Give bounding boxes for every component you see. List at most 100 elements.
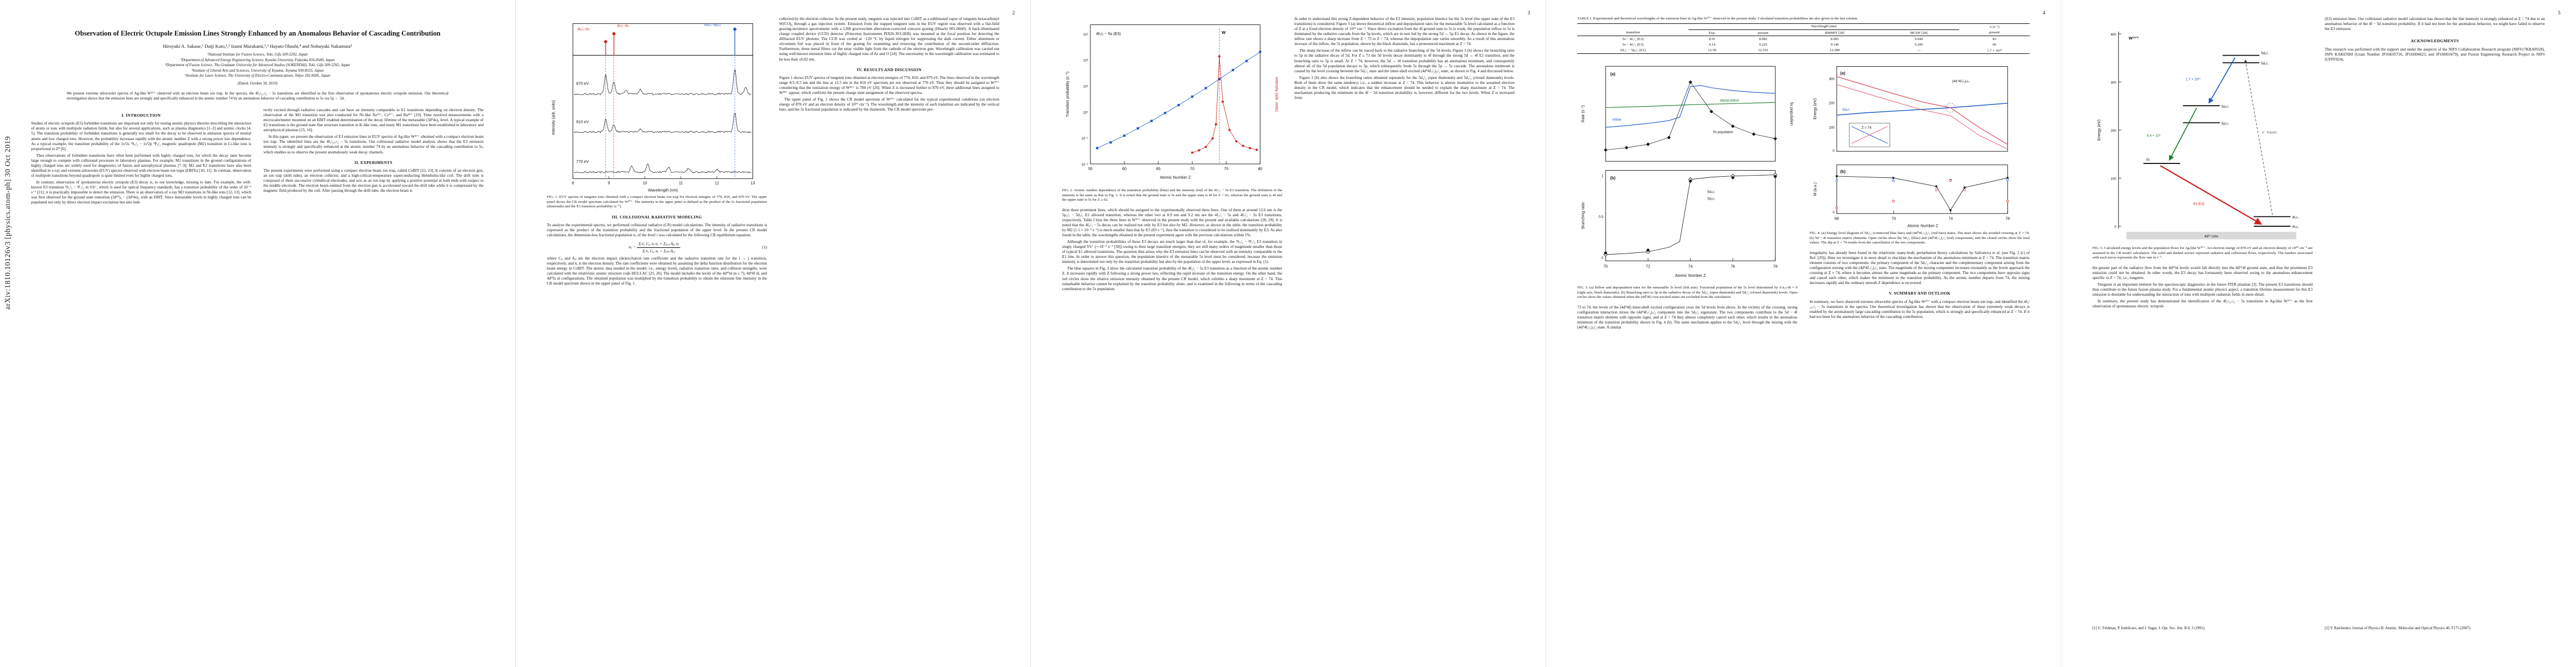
reference-item: [1] U. Feldman, P. Indelicato, and J. Su… <box>2092 626 2206 631</box>
cell: 8.982 <box>1758 37 1767 41</box>
fig2-intensity-points <box>1191 55 1258 154</box>
eq1-fraction: Σᵢ≠ᵤ Cᵢᵤ nᵢ nₑ + Σⱼ₍ₑ₎ Aⱼᵤ nⱼ Σᵢ≠ᵤ Cᵤᵢ n… <box>636 241 681 253</box>
paragraph: irregularity has already been found in t… <box>1810 250 2030 286</box>
page-5: 5 W⁴⁷⁺ <box>2061 0 2576 667</box>
affiliation-3: ³Department of Fusion Science, The Gradu… <box>165 63 350 68</box>
page-number: 2 <box>1012 10 1015 16</box>
fig4-ytick: 0 <box>1832 149 1835 153</box>
fig2-xtick: 60 <box>1122 167 1127 171</box>
affiliation-5: ⁵Institute for Laser Science, The Univer… <box>185 74 331 78</box>
fig5-ytick: 200 <box>2111 129 2117 133</box>
fig4-xtick: 66 <box>1835 216 1839 221</box>
affiliation-4: ⁴Institute of Liberal Arts and Sciences,… <box>191 68 324 73</box>
fig3-x-axis: 70 72 74 76 78 <box>1603 258 1777 269</box>
fig1-label-4f52-5s: 4f₅/₂−5s <box>577 28 590 32</box>
references-right: [2] Y. Ralchenko, Journal of Physics B: … <box>2325 626 2545 633</box>
paper-title: Observation of Electric Octupole Emissio… <box>74 29 441 37</box>
section-introduction: I. INTRODUCTION <box>121 113 161 118</box>
fig3-inflow-curve <box>1605 85 1776 128</box>
fig5-5p-5s-rate: 6.4 × 10⁹ <box>2147 134 2161 138</box>
cell: 9.225 <box>1758 42 1767 47</box>
paragraph: Figure 3 (b) also shows the branching ra… <box>1294 75 1514 100</box>
fig1-euv-spectra-plot: 4f₅/₂−5s 4f₇/₂−5s 5d₅/₂−5p₃/₂ <box>551 23 755 192</box>
cell: 1.7 × 10¹⁰ <box>1959 47 2030 54</box>
fig1-xtick: 9 <box>608 181 610 186</box>
fig2-y-label-right: Intensity (arb. units) <box>1274 77 1279 112</box>
paragraph: where Cᵢⱼ and Aᵢⱼ are the electron impac… <box>547 256 767 286</box>
paragraph: (E3) emission lines. Our collisional rad… <box>2325 17 2545 32</box>
fig3-5d52-label: 5d₅/₂ <box>1707 190 1715 194</box>
fig3-xtick: 70 <box>1603 265 1608 269</box>
p5-column-right: (E3) emission lines. Our collisional rad… <box>2325 17 2545 633</box>
page-number: 4 <box>2042 10 2046 16</box>
fig5-level-5d32: 5d₃/₂ <box>2261 62 2269 66</box>
reference-item: [2] Y. Ralchenko, Journal of Physics B: … <box>2325 626 2472 631</box>
fig4-xtick: 78 <box>2005 216 2010 221</box>
page-3: 3 W 4f₅/₂ − 5s (E3) 10³ <box>1030 0 1546 667</box>
paragraph: This research was performed with the sup… <box>2325 47 2545 62</box>
figure-1: 4f₅/₂−5s 4f₇/₂−5s 5d₅/₂−5p₃/₂ <box>547 17 767 193</box>
fig1-energy-label-770: 770 eV <box>576 160 589 164</box>
cell: 5d₅/₂ − 5p₃/₂ (E1) <box>1577 47 1689 54</box>
fig1-x-axis: 8 9 10 11 12 13 <box>572 176 755 186</box>
abstract: We present extreme ultraviolet spectra o… <box>67 91 449 101</box>
p1-column-right: rectly excited through radiative cascade… <box>263 108 484 207</box>
fig5-ion-label: W⁴⁷⁺ <box>2129 36 2139 41</box>
fig4-caption: FIG. 4. (a) Energy level diagram of 5d₅/… <box>1810 231 2030 245</box>
fig1-xtick: 11 <box>679 181 682 186</box>
fig4-xtick: 74 <box>1949 216 1953 221</box>
section-summary: V. SUMMARY AND OUTLOOK <box>1889 291 1951 296</box>
table1-caption: TABLE I. Experimental and theoretical wa… <box>1577 17 1858 21</box>
fig4-sum-points <box>1836 175 2009 211</box>
fig3-caption: FIG. 3. (a) Inflow and depopulation rate… <box>1577 286 1797 300</box>
cell: 9.14 <box>1708 42 1716 47</box>
table-row: 5s − 4f₅/₂ (E3) 8.91 8.982 8.905 9.040 8… <box>1577 36 2030 42</box>
fig2-xtick: 80 <box>1258 167 1262 171</box>
fig3-y-label-b: Branching ratio <box>1581 202 1585 229</box>
fig4-level-crossing-plot: (a) (b) Z = 74 5d₅/₂ <box>1813 66 2010 228</box>
cell: 96 <box>1992 42 1996 47</box>
references-left: [1] U. Feldman, P. Indelicato, and J. Su… <box>2092 626 2313 633</box>
fig4-b-ytick: 0 <box>1832 211 1835 215</box>
fig3-depopulation-label: depopulation <box>1720 98 1740 102</box>
fig5-core-band <box>2126 232 2296 240</box>
table1-group-a: A (s⁻¹) <box>1959 23 2030 30</box>
fig4-5d-label: 5d₅/₂ <box>1842 108 1850 112</box>
cell: 12.50 <box>1688 47 1736 54</box>
fig5-5p-5s-arrow <box>2169 107 2198 161</box>
section-cr-modeling: III. COLLISIONAL RADIATIVE MODELING <box>612 214 702 220</box>
table1-header-rmbpt: RMBPT [29] <box>1791 29 1879 37</box>
fig3-ytick: 0.5 <box>1598 215 1603 219</box>
arxiv-stamp: arXiv:1810.10126v3 [physics.atom-ph] 30 … <box>3 136 12 310</box>
fig2-probability-line <box>1097 52 1260 148</box>
fig3-b-y-ticks: 1 0.5 0 <box>1598 175 1603 261</box>
fig4-sum-line <box>1836 176 2008 211</box>
fig1-xtick: 12 <box>715 181 719 186</box>
fig2-xtick: 75 <box>1224 167 1228 171</box>
fig3-xtick: 76 <box>1731 265 1735 269</box>
cell: 5s − 4f₅/₂ (E3) <box>1622 37 1644 41</box>
paragraph: In contrast, observation of spontaneous … <box>31 180 251 205</box>
table1-header-present: present <box>1735 29 1791 37</box>
table1-group-wavelength: Wavelength (nm) <box>1688 23 1959 31</box>
fig2-y-label-left: Transition probability (s⁻¹) <box>1065 72 1070 117</box>
fig5-e3-rate: 83 (E3) <box>2193 202 2204 206</box>
fig5-level-4f72: 4f₇/₂ <box>2292 216 2299 220</box>
fig1-model-stems <box>604 27 737 56</box>
fig1-spectrum-770ev <box>574 163 752 173</box>
page-2: 2 <box>515 0 1030 667</box>
p4-column-left: (a) (b) inflow depopulation 5s populatio… <box>1577 59 1797 332</box>
fig2-z-dependence-plot: W 4f₅/₂ − 5s (E3) 10³ 10² 10¹ 10⁰ 10⁻¹ <box>1065 24 1279 180</box>
fig3-population-points <box>1603 80 1777 152</box>
affiliation-1: ¹National Institute for Fusion Science, … <box>207 53 308 57</box>
paragraph: Although the transition probabilities of… <box>1062 240 1282 265</box>
paragraph: The blue squares in Fig. 2 show the calc… <box>1062 266 1282 291</box>
table-1: Wavelength (nm) A (s⁻¹) transition Exp. … <box>1577 23 2030 54</box>
fig2-caption: FIG. 2. Atomic number dependence of the … <box>1062 188 1282 202</box>
fig2-ytick: 10³ <box>1083 33 1088 37</box>
cell: 12.533 <box>1735 47 1791 54</box>
section-results: IV. RESULTS AND DISCUSSION <box>856 67 922 72</box>
fig5-excitation-label: e⁻ impact <box>2262 131 2277 135</box>
fig3-ytick: 1 <box>1601 175 1603 178</box>
fig4-inset: Z = 74 <box>1848 123 1890 147</box>
